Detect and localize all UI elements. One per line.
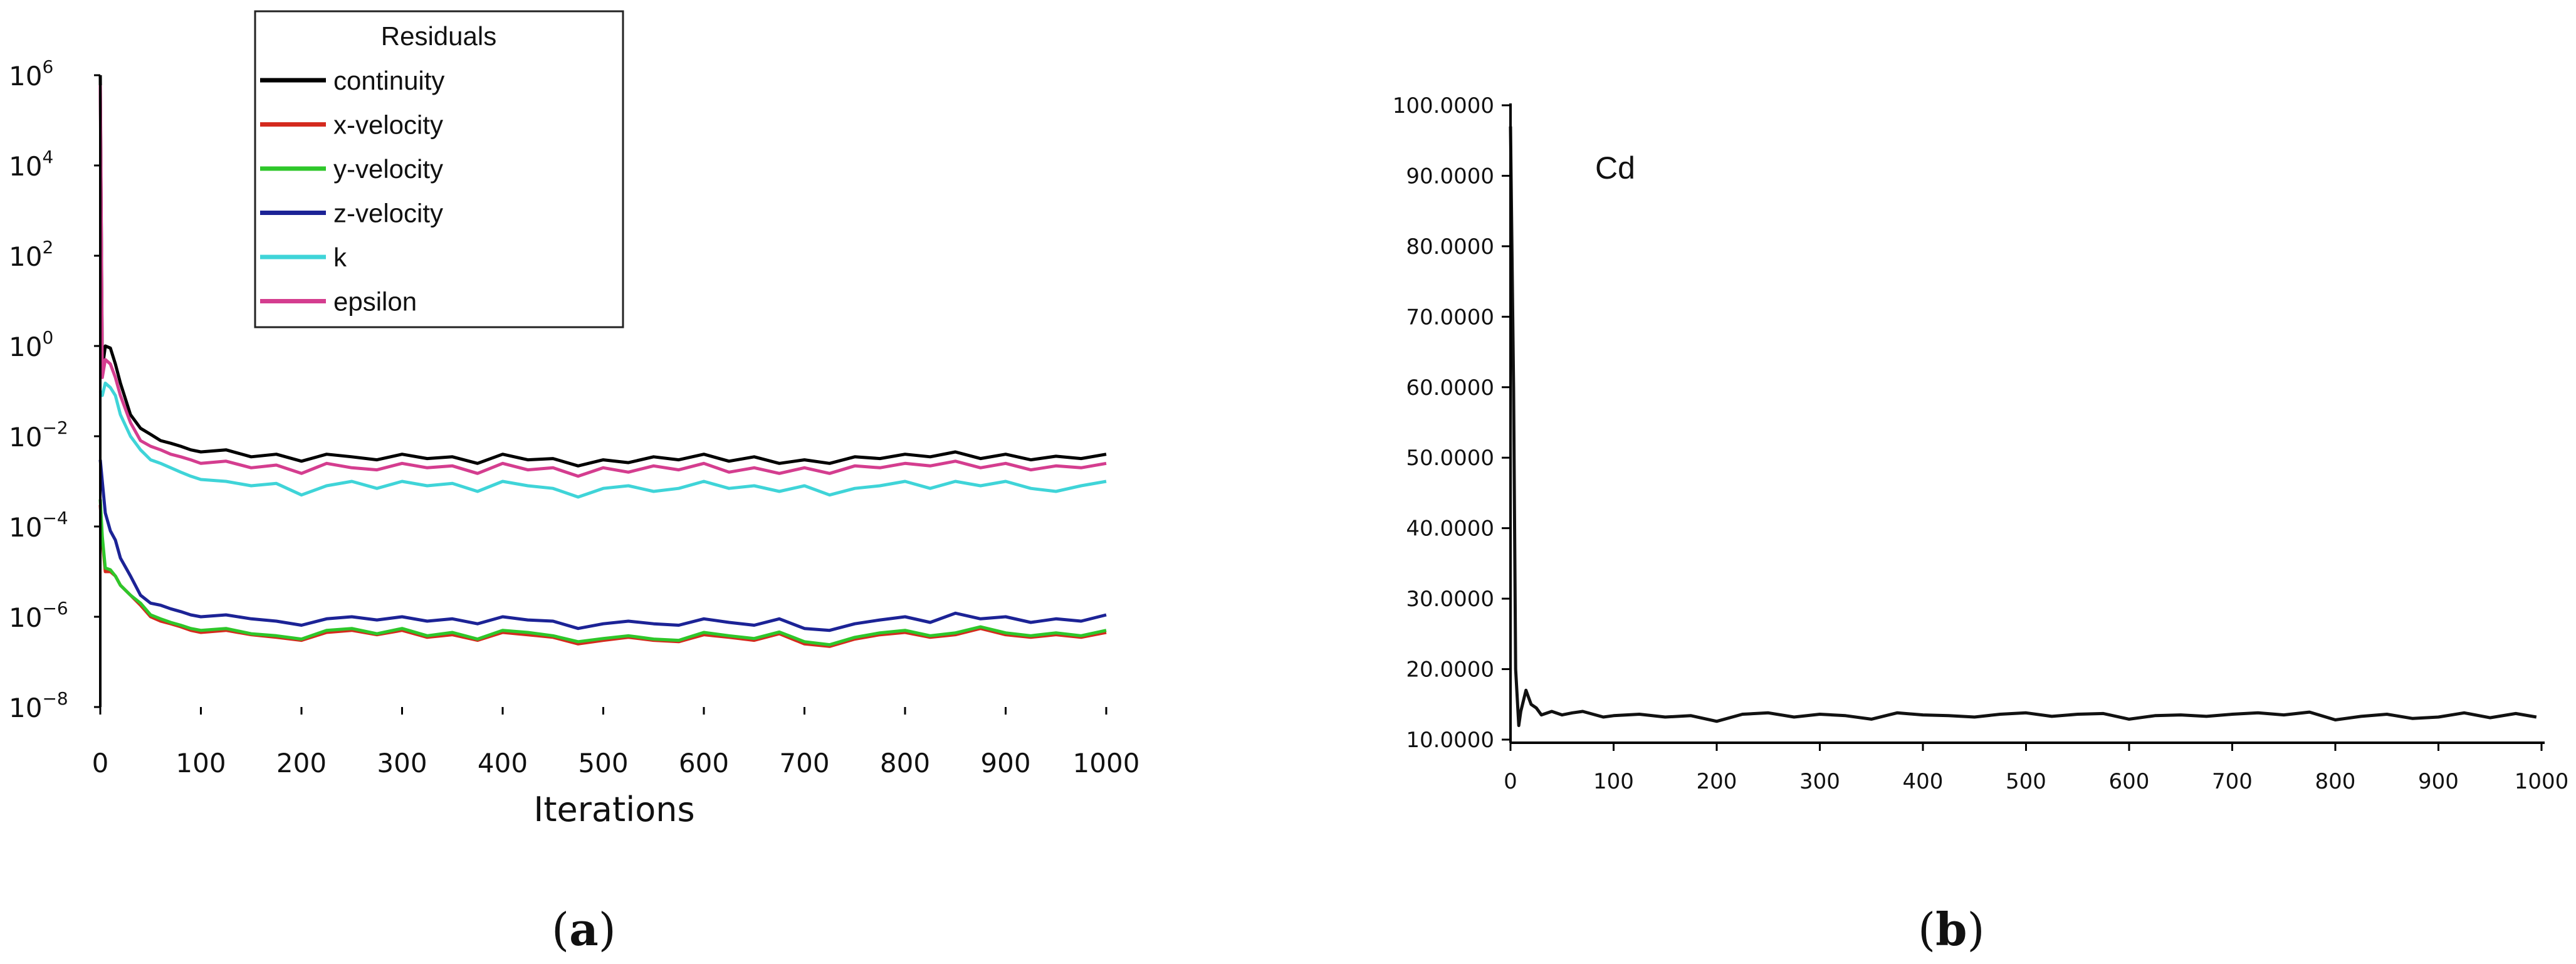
cd-x-tick-label: 200 [1697,769,1737,794]
panel-letter-b: b [1935,903,1967,956]
legend-label-y-velocity: y-velocity [333,154,443,184]
cd-x-tick-label: 100 [1593,769,1634,794]
cd-x-tick-label: 700 [2212,769,2253,794]
cd-y-tick-label: 60.0000 [1406,375,1494,401]
residuals-x-ticks: 0 100 200 300 400 500 600 700 800 900 1000 [92,707,1140,778]
cd-annotation: Cd [1595,150,1635,186]
y-tick-label: 104 [9,147,53,182]
x-tick-label: 900 [980,748,1030,778]
cd-x-tick-label: 800 [2315,769,2356,794]
cd-chart: 100.0000 90.0000 80.0000 70.0000 60.0000 50.0… [1393,93,2569,794]
panel-label-b: (b) [1918,903,1985,956]
x-tick-label: 300 [377,748,427,778]
series-line-z-velocity [98,459,1107,632]
y-tick-exponent: 0 [42,327,53,348]
x-tick-label: 400 [478,748,528,778]
cd-y-tick-label: 90.0000 [1406,164,1494,189]
cd-line [1509,126,2537,727]
y-tick-label: 102 [9,237,53,272]
y-tick-base: 10 [9,151,42,182]
y-tick-exponent: −6 [42,598,68,619]
series-line-k [98,381,1107,499]
y-tick-exponent: −8 [42,688,68,709]
y-tick-exponent: −4 [42,508,68,528]
y-tick-base: 10 [9,422,42,453]
x-tick-label: 100 [175,748,226,778]
cd-x-tick-label: 400 [1903,769,1944,794]
x-tick-label: 0 [92,748,109,778]
cd-y-tick-label: 50.0000 [1406,446,1494,471]
cd-y-tick-label: 30.0000 [1406,587,1494,612]
cd-x-tick-label: 600 [2109,769,2150,794]
cd-y-tick-label: 80.0000 [1406,234,1494,259]
series-line-continuity [98,75,1107,468]
legend-label-k: k [333,243,347,272]
cd-y-tick-label: 100.0000 [1393,93,1494,118]
x-tick-label: 600 [679,748,729,778]
panel-letter-a: a [569,903,599,956]
x-tick-label: 500 [578,748,628,778]
y-tick-exponent: 6 [42,56,53,77]
y-tick-base: 10 [9,602,42,633]
cd-x-ticks: 0 100 200 300 400 500 600 700 800 900 1000 [1504,743,2568,794]
y-tick-label: 10−4 [9,508,68,543]
series-line-y-velocity [98,499,1107,647]
y-tick-base: 10 [9,61,42,92]
cd-series [1509,126,2537,727]
residuals-x-axis-label: Iterations [533,790,694,829]
cd-x-tick-label: 500 [2006,769,2046,794]
y-tick-exponent: 4 [42,147,53,167]
y-tick-label: 100 [9,327,53,362]
cd-x-tick-label: 300 [1799,769,1840,794]
y-tick-label: 106 [9,56,53,92]
legend-items: continuity x-velocity y-velocity z-velocity… [260,66,444,317]
legend-label-epsilon: epsilon [333,287,417,317]
legend-label-z-velocity: z-velocity [333,199,443,228]
x-tick-label: 200 [276,748,327,778]
cd-x-tick-label: 0 [1504,769,1517,794]
cd-x-tick-label: 900 [2418,769,2459,794]
y-tick-base: 10 [9,332,42,362]
x-tick-label: 700 [779,748,829,778]
series-line-epsilon [98,85,1107,478]
cd-y-ticks: 100.0000 90.0000 80.0000 70.0000 60.0000 50.0… [1393,93,1511,753]
y-tick-label: 10−6 [9,598,68,633]
x-tick-label: 1000 [1073,748,1140,778]
y-tick-exponent: 2 [42,237,53,258]
y-tick-exponent: −2 [42,417,68,438]
cd-y-tick-label: 10.0000 [1406,728,1494,753]
y-tick-base: 10 [9,512,42,543]
y-tick-base: 10 [9,693,42,723]
y-tick-base: 10 [9,241,42,272]
legend-label-continuity: continuity [333,66,444,95]
residuals-legend: Residuals continuity x-velocity y-velocity… [254,10,624,328]
y-tick-label: 10−2 [9,417,68,453]
cd-y-tick-label: 40.0000 [1406,516,1494,542]
legend-title: Residuals [381,21,496,51]
x-tick-label: 800 [880,748,930,778]
y-tick-label: 10−8 [9,688,68,723]
cd-y-tick-label: 20.0000 [1406,658,1494,683]
series-line-x-velocity [98,505,1107,648]
panel-label-a: (a) [552,903,616,956]
cd-y-tick-label: 70.0000 [1406,305,1494,330]
legend-label-x-velocity: x-velocity [333,110,443,140]
cd-x-tick-label: 1000 [2515,769,2569,794]
residuals-series [98,75,1107,648]
